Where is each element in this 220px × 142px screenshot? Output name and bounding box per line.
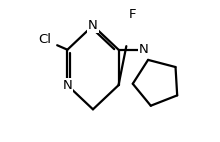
Text: Cl: Cl [38,33,51,46]
Text: F: F [129,8,136,21]
Text: N: N [88,19,98,32]
Text: N: N [139,43,149,56]
Text: N: N [62,79,72,92]
